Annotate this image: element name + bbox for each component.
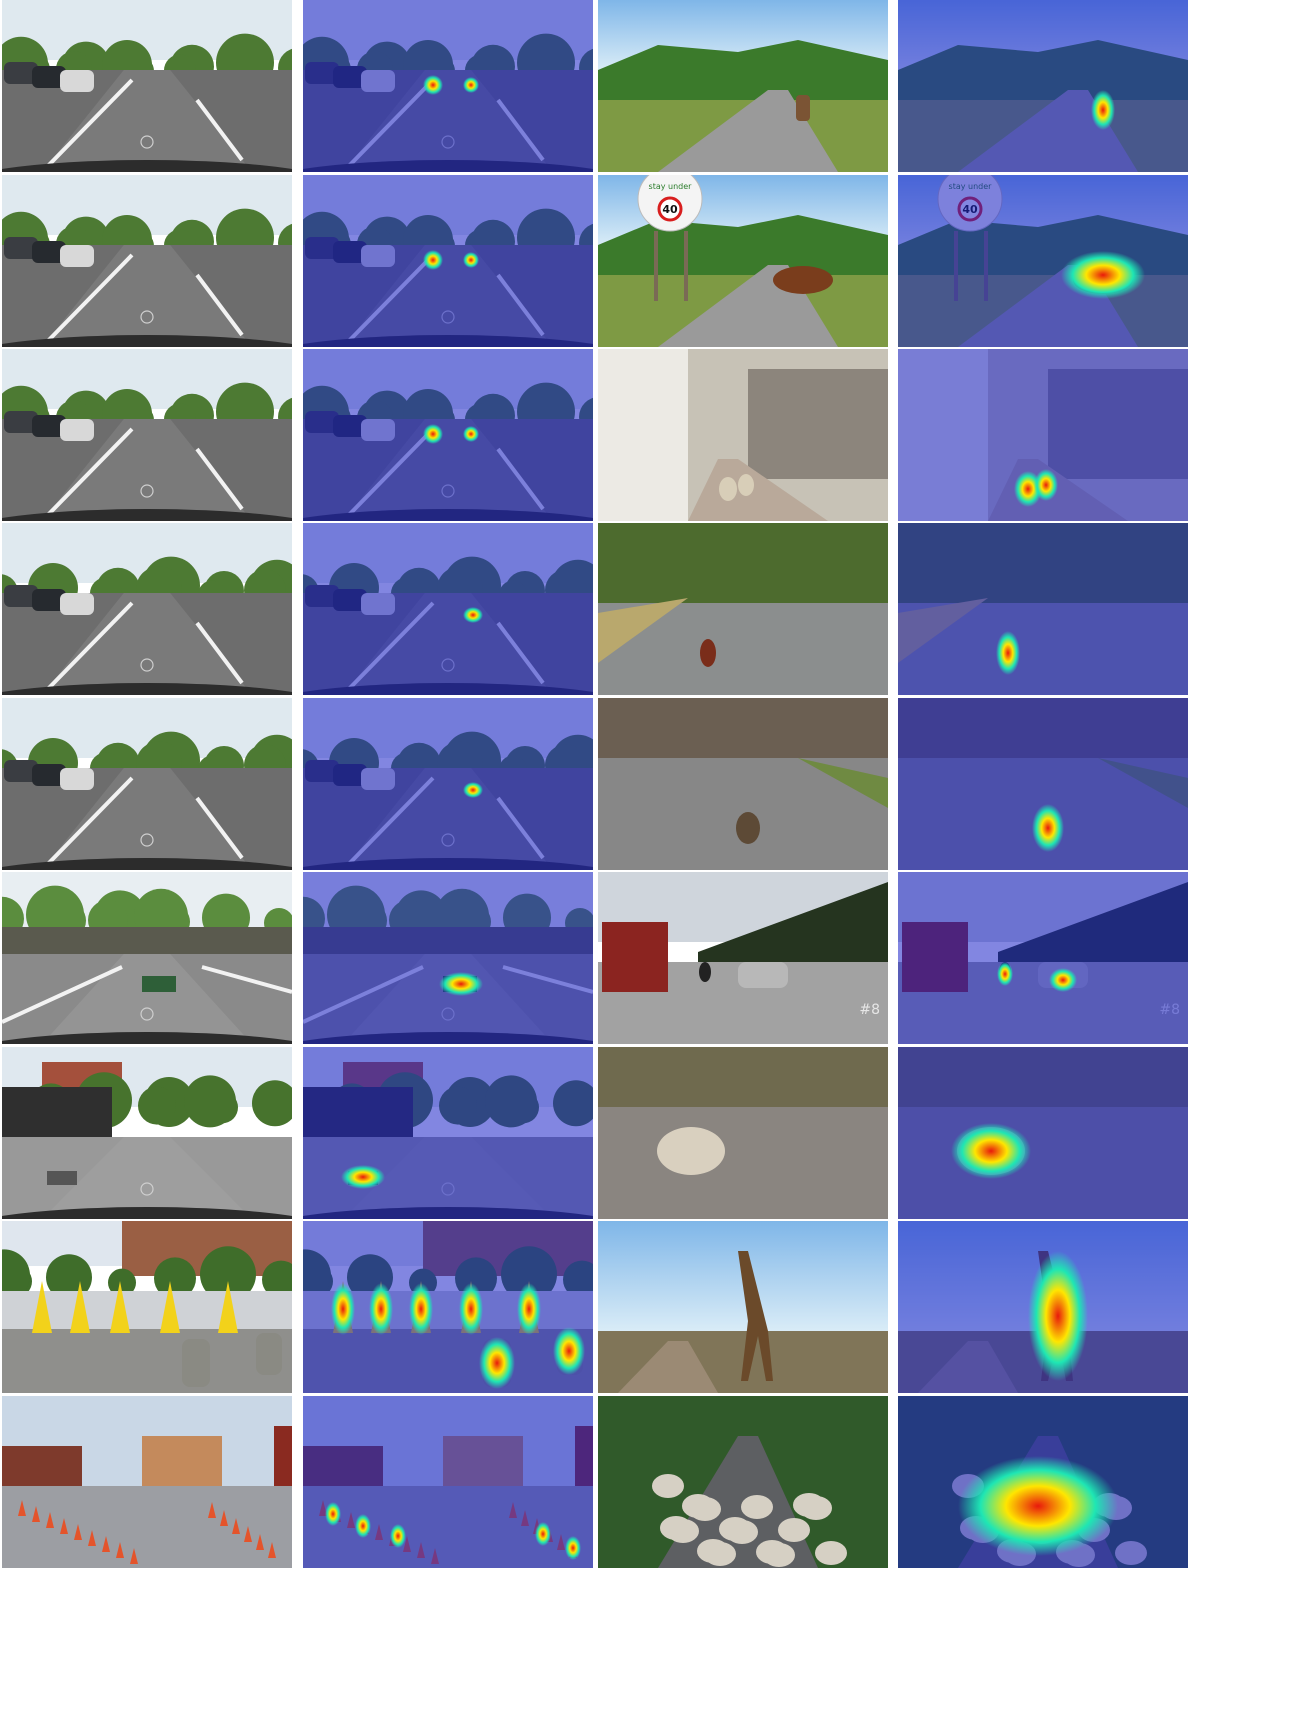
heat-blob <box>369 1283 393 1335</box>
heatmap-overlay <box>898 175 1188 347</box>
anomaly-heatmap-pheasant <box>898 523 1188 695</box>
input-image-pheasant <box>598 523 888 695</box>
heat-blob <box>463 77 479 93</box>
anomaly-heatmap-cones-lot <box>303 1396 593 1568</box>
speed-limit-number: 40 <box>662 203 678 216</box>
input-image-cones <box>2 1221 292 1393</box>
input-image-cones-lot <box>2 1396 292 1568</box>
heat-blob <box>996 631 1020 675</box>
heatmap-overlay <box>303 698 593 870</box>
input-image-parking <box>2 0 292 172</box>
sign-top-text: stay under <box>649 182 693 191</box>
anomaly-heatmap-campus <box>303 523 593 695</box>
anomaly-heatmap-sheep-village <box>898 349 1188 521</box>
heat-blob <box>463 782 483 798</box>
input-image-truck: #8 <box>598 872 888 1044</box>
heat-blob <box>958 1456 1118 1556</box>
heat-blob <box>423 424 443 444</box>
input-image-plaza <box>2 1047 292 1219</box>
heat-blob <box>355 1514 371 1538</box>
heat-blob <box>331 1283 355 1335</box>
heat-blob <box>409 1283 433 1335</box>
anomaly-heatmap-cow-mountain <box>898 0 1188 172</box>
heat-blob <box>1091 90 1115 130</box>
input-image-parking <box>2 175 292 347</box>
heatmap-overlay <box>303 0 593 172</box>
heat-blob <box>1032 804 1064 852</box>
anomaly-heatmap-crossing <box>303 872 593 1044</box>
heat-blob <box>517 1283 541 1335</box>
anomaly-heatmap-sheep-flock <box>898 1396 1188 1568</box>
heat-blob <box>341 1165 385 1189</box>
anomaly-heatmap-goose <box>898 698 1188 870</box>
heat-blob <box>463 252 479 268</box>
heat-blob <box>1028 1251 1088 1381</box>
input-image-sheep-flock <box>598 1396 888 1568</box>
heat-blob <box>325 1502 341 1526</box>
anomaly-heatmap-truck: #8 <box>898 872 1188 1044</box>
input-image-sheep-village <box>598 349 888 521</box>
heat-blob <box>997 962 1013 986</box>
heat-blob <box>1049 968 1077 992</box>
anomaly-heatmap-parking <box>303 0 593 172</box>
anomaly-heatmap-giraffe <box>898 1221 1188 1393</box>
heat-blob <box>1061 251 1145 299</box>
heat-blob <box>565 1536 581 1560</box>
heat-blob <box>951 1123 1031 1179</box>
heatmap-overlay <box>303 872 593 1044</box>
input-image-parking <box>2 349 292 521</box>
heatmap-overlay <box>898 0 1188 172</box>
input-image-crossing <box>2 872 292 1044</box>
heatmap-overlay <box>303 349 593 521</box>
heat-blob <box>423 75 443 95</box>
heatmap-overlay <box>303 1396 593 1568</box>
anomaly-heatmap-parking <box>303 175 593 347</box>
heat-blob <box>463 607 483 623</box>
heat-blob <box>423 250 443 270</box>
input-image-cow-sign: stay under 40 <box>598 175 888 347</box>
heatmap-overlay <box>303 523 593 695</box>
input-image-campus <box>2 698 292 870</box>
heat-blob <box>390 1524 406 1548</box>
heatmap-overlay <box>898 872 1188 1044</box>
input-image-goose <box>598 698 888 870</box>
anomaly-heatmap-campus <box>303 698 593 870</box>
heat-blob <box>479 1337 515 1389</box>
anomaly-heatmap-plaza <box>303 1047 593 1219</box>
heatmap-overlay <box>303 1047 593 1219</box>
heat-blob <box>459 1283 483 1335</box>
heat-blob <box>535 1522 551 1546</box>
heat-blob <box>463 426 479 442</box>
input-image-campus <box>2 523 292 695</box>
heat-blob <box>1034 469 1058 501</box>
video-watermark: #8 <box>859 1002 880 1018</box>
anomaly-heatmap-cones <box>303 1221 593 1393</box>
anomaly-heatmap-rock <box>898 1047 1188 1219</box>
heatmap-overlay <box>898 523 1188 695</box>
heat-blob <box>553 1327 585 1375</box>
input-image-giraffe <box>598 1221 888 1393</box>
heat-blob <box>439 972 483 996</box>
heatmap-overlay <box>898 1047 1188 1219</box>
anomaly-heatmap-parking <box>303 349 593 521</box>
input-image-cow-mountain <box>598 0 888 172</box>
input-image-rock <box>598 1047 888 1219</box>
heatmap-overlay <box>303 175 593 347</box>
